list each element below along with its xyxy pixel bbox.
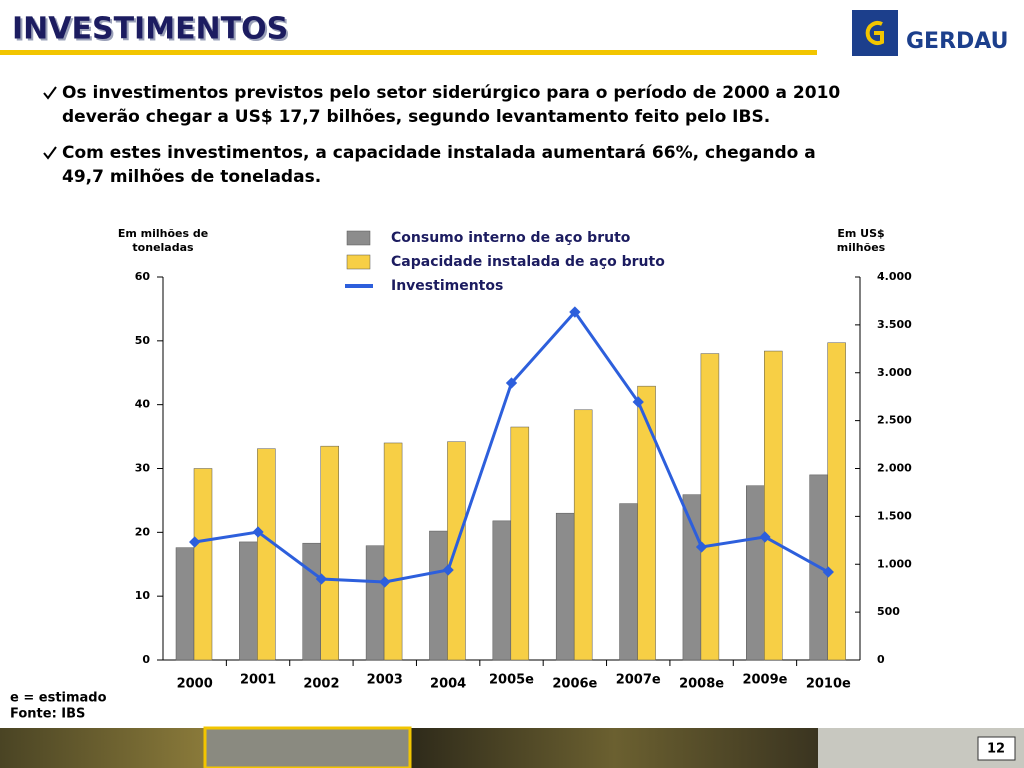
marker [379, 576, 391, 588]
y2-axis-label: milhões [837, 241, 886, 254]
marker [632, 396, 644, 408]
x-tick-label: 2004 [430, 677, 466, 692]
legend-swatch [346, 254, 371, 270]
check-icon [43, 86, 57, 100]
marker [695, 541, 708, 553]
bullet-text: 49,7 milhões de toneladas. [62, 167, 321, 187]
y-tick-label: 20 [135, 525, 151, 538]
note: e = estimado [10, 691, 107, 706]
x-tick-label: 2001 [240, 673, 276, 688]
y2-tick-label: 500 [877, 605, 900, 618]
bar [764, 350, 783, 661]
x-tick-label: 2000 [177, 677, 213, 692]
bar [365, 545, 385, 661]
marker [822, 566, 834, 578]
legend-label: Consumo interno de aço bruto [391, 230, 631, 246]
y-tick-label: 60 [135, 270, 151, 283]
bar [302, 542, 321, 661]
logo-text: GERDAU [906, 29, 1009, 54]
y-axis-label: Em milhões de [118, 227, 208, 240]
bullet-text: Com estes investimentos, a capacidade in… [62, 143, 816, 163]
bar [746, 485, 765, 661]
page-number: 12 [987, 742, 1005, 757]
x-tick-label: 2005e [489, 673, 534, 688]
bar [555, 512, 575, 661]
bar [447, 441, 466, 661]
bar [619, 503, 638, 661]
bullets: Os investimentos previstos pelo setor si… [43, 83, 840, 187]
bar [510, 426, 530, 661]
bar [429, 530, 448, 661]
title-shadow: INVESTIMENTOS [14, 14, 290, 49]
y-tick-label: 10 [135, 589, 151, 602]
bar [257, 448, 276, 661]
bar [637, 385, 656, 661]
y-axis-label: toneladas [132, 241, 194, 254]
legend-swatch [345, 284, 373, 288]
x-tick-label: 2002 [303, 677, 339, 692]
marker [505, 377, 518, 389]
marker [759, 531, 771, 543]
bar [320, 445, 339, 661]
check-icon [43, 146, 57, 160]
marker [442, 564, 454, 576]
legend-label: Investimentos [391, 278, 503, 294]
footer-photo [203, 726, 412, 768]
bar [193, 468, 213, 661]
title-rule [0, 50, 817, 55]
y2-tick-label: 3.500 [877, 318, 912, 331]
y-tick-label: 30 [135, 462, 151, 475]
bar [175, 547, 195, 661]
y2-tick-label: 0 [877, 653, 885, 666]
bar [573, 409, 593, 661]
bar [383, 442, 403, 661]
marker [189, 536, 201, 548]
legend-swatch [346, 230, 371, 246]
y-tick-label: 0 [142, 653, 150, 666]
bar [492, 520, 512, 661]
marker [569, 306, 581, 318]
x-tick-label: 2010e [806, 677, 851, 692]
x-tick-label: 2009e [742, 673, 787, 688]
y-tick-label: 50 [135, 334, 151, 347]
title: INVESTIMENTOS [12, 12, 288, 47]
y2-tick-label: 4.000 [877, 270, 912, 283]
bar [682, 494, 702, 661]
marker [315, 573, 328, 585]
y2-tick-label: 1.000 [877, 557, 912, 570]
legend-label: Capacidade instalada de aço bruto [391, 254, 665, 270]
x-tick-label: 2003 [367, 673, 403, 688]
bar [239, 541, 258, 661]
y2-tick-label: 1.500 [877, 509, 912, 522]
y2-axis-label: Em US$ [837, 227, 884, 240]
y2-tick-label: 3.000 [877, 366, 912, 379]
y2-tick-label: 2.500 [877, 414, 912, 427]
x-tick-label: 2007e [616, 673, 661, 688]
logo-mark [865, 21, 884, 45]
bullet-text: deverão chegar a US$ 17,7 bilhões, segun… [62, 107, 770, 127]
y-tick-label: 40 [135, 398, 151, 411]
bar [827, 342, 846, 661]
x-tick-label: 2006e [552, 677, 597, 692]
note: Fonte: IBS [10, 707, 85, 722]
x-tick-label: 2008e [679, 677, 724, 692]
page-box [977, 736, 1016, 761]
y2-tick-label: 2.000 [877, 462, 912, 475]
bullet-text: Os investimentos previstos pelo setor si… [62, 83, 840, 103]
bar [700, 353, 720, 661]
